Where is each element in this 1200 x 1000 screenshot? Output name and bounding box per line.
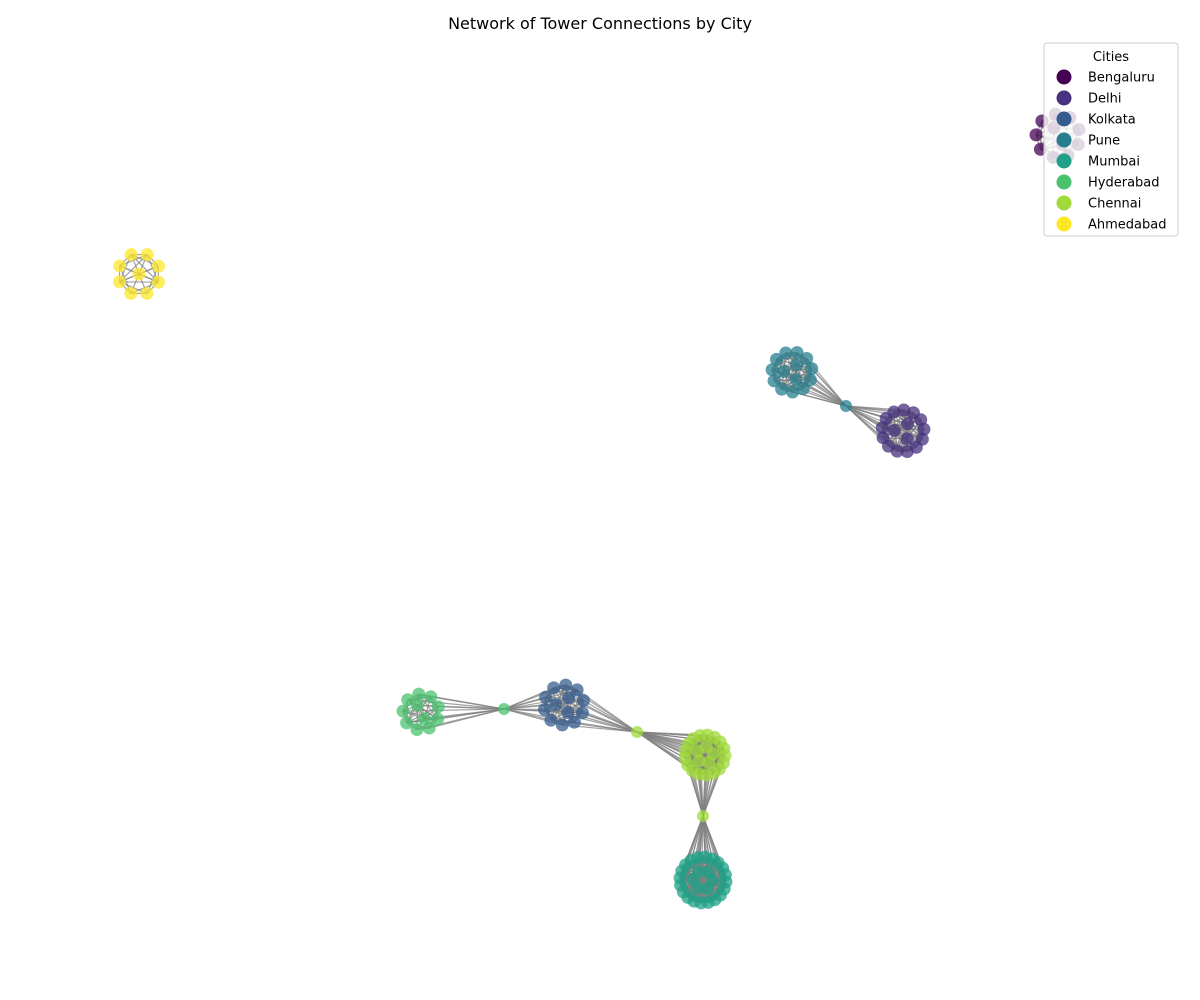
tower-node-delhi (900, 445, 914, 459)
tower-node-ahmedabad (113, 275, 127, 289)
tower-node-mumbai (719, 875, 733, 889)
tower-node-pune (796, 382, 810, 396)
tower-node-kolkata (547, 681, 561, 695)
tower-node-kolkata (576, 693, 590, 707)
legend-marker-chennai (1056, 195, 1072, 211)
tower-node-delhi (901, 417, 915, 431)
edge (503, 708, 568, 714)
tower-node-kolkata (559, 678, 573, 692)
edge (583, 699, 638, 733)
tower-node-pune (790, 346, 804, 360)
tower-node-pune (779, 346, 793, 360)
edge (811, 368, 847, 407)
tower-node-hyderabad (431, 712, 445, 726)
tower-node-pune (789, 372, 803, 386)
tower-node-pune (800, 351, 814, 365)
legend-label-delhi: Delhi (1088, 92, 1121, 107)
tower-node-hyderabad (396, 704, 410, 718)
tower-node-kolkata (538, 703, 552, 717)
hub-node-chennai (631, 726, 643, 738)
tower-node-delhi (876, 431, 890, 445)
tower-node-delhi (917, 422, 931, 436)
tower-node-hyderabad (417, 712, 431, 726)
tower-node-ahmedabad (140, 286, 154, 300)
tower-node-hyderabad (411, 698, 425, 712)
tower-node-pune (770, 352, 784, 366)
tower-node-ahmedabad (132, 267, 146, 281)
edge (845, 405, 908, 425)
legend-label-chennai: Chennai (1088, 197, 1141, 212)
legend-label-ahmedabad: Ahmedabad (1088, 218, 1166, 233)
tower-node-pune (767, 374, 781, 388)
legend-marker-hyderabad (1056, 174, 1072, 190)
tower-node-kolkata (567, 715, 581, 729)
legend-label-hyderabad: Hyderabad (1088, 176, 1160, 191)
tower-node-ahmedabad (140, 248, 154, 262)
tower-node-kolkata (549, 698, 563, 712)
tower-node-kolkata (570, 683, 584, 697)
tower-node-mumbai (692, 864, 706, 878)
tower-node-kolkata (544, 713, 558, 727)
tower-node-chennai (706, 747, 720, 761)
chart-title: Network of Tower Connections by City (448, 14, 752, 33)
tower-node-pune (805, 362, 819, 376)
edge (796, 364, 847, 407)
tower-node-delhi (887, 405, 901, 419)
tower-node-bengaluru (1029, 128, 1043, 142)
legend-label-bengaluru: Bengaluru (1088, 71, 1155, 86)
tower-node-delhi (887, 424, 901, 438)
hub-node-pune (840, 400, 852, 412)
tower-node-delhi (900, 432, 914, 446)
legend-marker-bengaluru (1056, 69, 1072, 85)
tower-node-hyderabad (410, 723, 424, 737)
edge (690, 815, 704, 861)
legend-box (1043, 42, 1179, 237)
tower-node-chennai (692, 754, 706, 768)
legend-marker-ahmedabad (1056, 216, 1072, 232)
legend-title: Cities (1093, 50, 1129, 65)
edge (407, 699, 505, 710)
tower-node-mumbai (706, 874, 720, 888)
edge (503, 708, 552, 721)
tower-node-kolkata (562, 691, 576, 705)
hub-node-chennai (697, 810, 709, 822)
tower-node-pune (803, 373, 817, 387)
tower-node-pune (790, 358, 804, 372)
tower-node-kolkata (555, 718, 569, 732)
tower-node-kolkata (561, 705, 575, 719)
tower-node-pune (777, 365, 791, 379)
edge (430, 696, 505, 710)
legend-label-mumbai: Mumbai (1088, 155, 1140, 170)
legend-marker-kolkata (1056, 111, 1072, 127)
tower-node-chennai (718, 749, 732, 763)
legend: Cities Bengaluru Delhi Kolkata Pune Mumbai Hy… (1043, 42, 1179, 237)
legend-marker-mumbai (1056, 153, 1072, 169)
tower-node-hyderabad (412, 687, 426, 701)
legend-marker-pune (1056, 132, 1072, 148)
tower-node-hyderabad (431, 700, 445, 714)
hub-node-hyderabad (498, 703, 510, 715)
tower-node-pune (775, 382, 789, 396)
tower-node-pune (786, 385, 800, 399)
tower-node-hyderabad (424, 690, 438, 704)
tower-node-pune (765, 363, 779, 377)
node-layer (113, 107, 1086, 910)
tower-node-ahmedabad (151, 275, 165, 289)
legend-marker-delhi (1056, 90, 1072, 106)
tower-node-ahmedabad (113, 259, 127, 273)
legend-label-pune: Pune (1088, 134, 1120, 149)
tower-node-ahmedabad (124, 248, 138, 262)
tower-node-hyderabad (400, 716, 414, 730)
tower-node-ahmedabad (124, 286, 138, 300)
tower-node-kolkata (539, 690, 553, 704)
edge (845, 405, 884, 439)
legend-label-kolkata: Kolkata (1088, 113, 1136, 128)
edge-layer (118, 113, 1080, 904)
legend-items: Bengaluru Delhi Kolkata Pune Mumbai Hyderabad… (1056, 69, 1166, 233)
tower-node-hyderabad (401, 693, 415, 707)
tower-node-kolkata (575, 706, 589, 720)
tower-node-ahmedabad (151, 259, 165, 273)
